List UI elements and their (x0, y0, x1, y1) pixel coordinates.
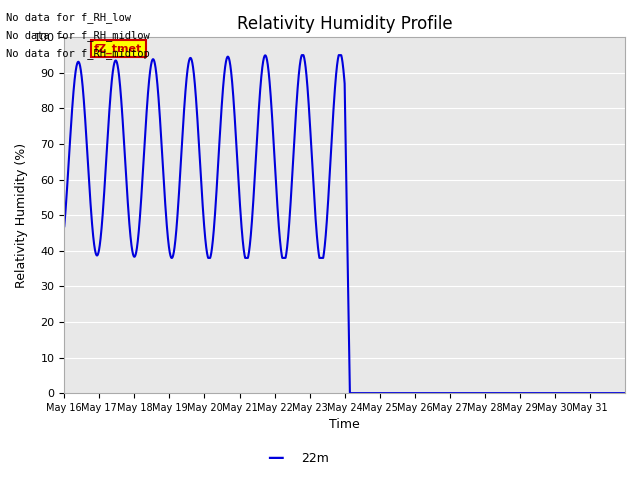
Y-axis label: Relativity Humidity (%): Relativity Humidity (%) (15, 143, 28, 288)
Text: 22m: 22m (301, 452, 329, 465)
Text: fZ_tmet: fZ_tmet (94, 44, 142, 54)
Title: Relativity Humidity Profile: Relativity Humidity Profile (237, 15, 452, 33)
Text: No data for f_RH_midtop: No data for f_RH_midtop (6, 48, 150, 60)
Text: —: — (267, 449, 284, 468)
Text: No data for f_RH_midlow: No data for f_RH_midlow (6, 30, 150, 41)
X-axis label: Time: Time (329, 419, 360, 432)
Text: No data for f_RH_low: No data for f_RH_low (6, 12, 131, 23)
